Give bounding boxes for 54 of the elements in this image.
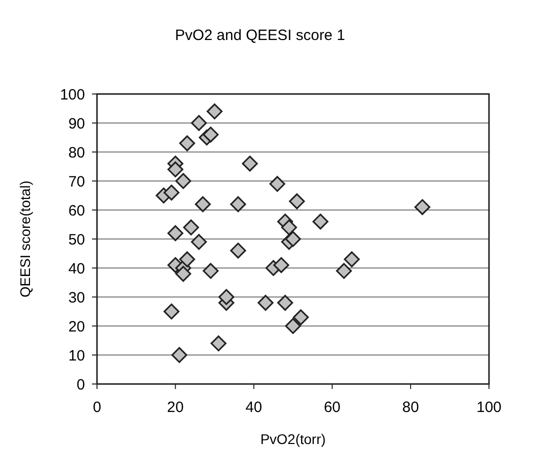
y-tick-label: 100 — [60, 86, 85, 104]
y-tick-label: 70 — [68, 173, 85, 190]
point — [230, 196, 246, 212]
point — [242, 156, 258, 172]
point — [175, 173, 192, 189]
point — [273, 257, 290, 274]
y-tick-label: 20 — [68, 318, 85, 336]
x-tick-label: 60 — [324, 399, 341, 416]
y-tick-label: 60 — [68, 202, 85, 220]
point — [218, 289, 234, 305]
point — [194, 196, 211, 212]
point — [183, 219, 200, 236]
point — [164, 184, 180, 201]
y-tick-label: 0 — [76, 376, 85, 394]
point — [230, 242, 246, 259]
point — [202, 126, 219, 143]
x-axis-title: PvO2(torr) — [260, 431, 326, 447]
point — [285, 318, 301, 334]
chart-title: PvO2 and QEESI score 1 — [174, 27, 346, 44]
x-tick-label: 80 — [402, 399, 419, 416]
point — [171, 347, 188, 363]
x-tick-label: 0 — [92, 399, 102, 416]
point — [292, 309, 309, 326]
y-axis-title: QEESI score(total) — [17, 180, 33, 298]
point — [202, 262, 219, 279]
y-tick-label: 50 — [68, 231, 85, 248]
point — [285, 231, 301, 247]
y-tick-label: 90 — [68, 115, 85, 132]
point — [277, 294, 294, 311]
x-tick-label: 40 — [245, 399, 262, 416]
point — [288, 193, 305, 210]
y-tick-label: 80 — [68, 144, 85, 162]
point — [344, 251, 360, 268]
point — [167, 161, 184, 178]
point — [164, 304, 180, 320]
point — [281, 219, 298, 236]
point — [312, 214, 328, 230]
point — [414, 199, 430, 216]
y-tick-label: 10 — [68, 347, 85, 364]
point — [167, 225, 184, 242]
point — [179, 251, 196, 268]
point — [190, 234, 207, 250]
point — [258, 294, 274, 311]
x-tick-label: 100 — [476, 399, 502, 416]
x-tick-label: 20 — [167, 399, 184, 416]
point — [336, 262, 352, 279]
point — [179, 135, 196, 152]
point — [190, 115, 207, 131]
point — [175, 266, 192, 282]
y-tick-label: 30 — [68, 289, 85, 306]
y-tick-label: 40 — [68, 260, 85, 278]
point — [206, 103, 223, 120]
point — [210, 335, 226, 352]
point — [269, 176, 286, 192]
